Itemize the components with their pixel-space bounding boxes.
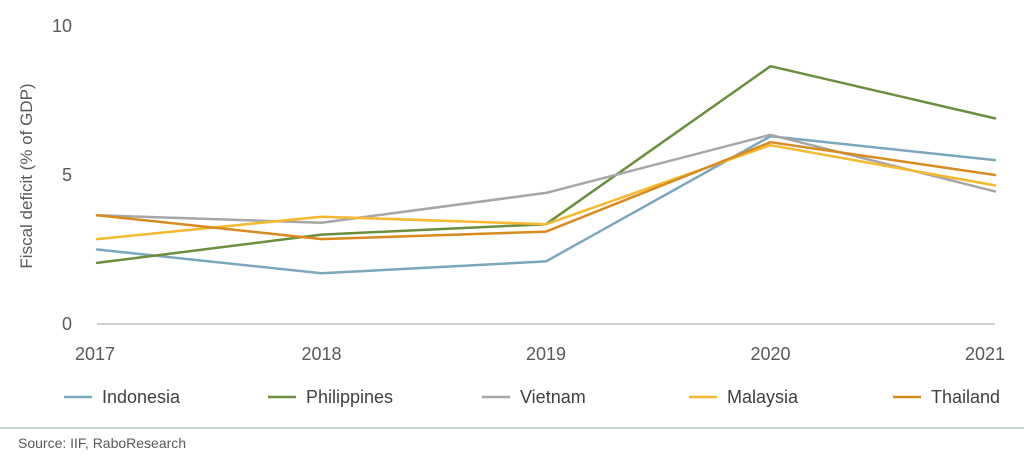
legend-label: Philippines — [306, 387, 393, 407]
legend-label: Thailand — [931, 387, 1000, 407]
legend-item-vietnam: Vietnam — [482, 387, 586, 407]
x-tick-label: 2019 — [526, 344, 566, 364]
y-axis-title: Fiscal deficit (% of GDP) — [17, 83, 36, 268]
series-line-indonesia — [95, 135, 997, 275]
y-tick-labels: 0 5 10 — [52, 16, 72, 334]
y-tick-label: 5 — [62, 165, 72, 185]
series-line-vietnam — [95, 133, 997, 224]
legend-label: Malaysia — [727, 387, 799, 407]
x-tick-labels: 2017 2018 2019 2020 2021 — [75, 344, 1005, 364]
legend: Indonesia Philippines Vietnam Malaysia Thail… — [64, 387, 1000, 407]
x-tick-label: 2021 — [965, 344, 1005, 364]
y-tick-label: 0 — [62, 314, 72, 334]
legend-item-malaysia: Malaysia — [689, 387, 799, 407]
legend-label: Vietnam — [520, 387, 586, 407]
x-tick-label: 2020 — [750, 344, 790, 364]
legend-item-thailand: Thailand — [893, 387, 1000, 407]
legend-item-philippines: Philippines — [268, 387, 393, 407]
x-tick-label: 2017 — [75, 344, 115, 364]
y-tick-label: 10 — [52, 16, 72, 36]
legend-item-indonesia: Indonesia — [64, 387, 181, 407]
source-note: Source: IIF, RaboResearch — [18, 435, 186, 451]
series-line-thailand — [95, 140, 997, 241]
legend-label: Indonesia — [102, 387, 181, 407]
series-line-philippines — [95, 64, 997, 265]
series-lines — [95, 64, 997, 275]
x-tick-label: 2018 — [301, 344, 341, 364]
series-line-malaysia — [95, 143, 997, 241]
